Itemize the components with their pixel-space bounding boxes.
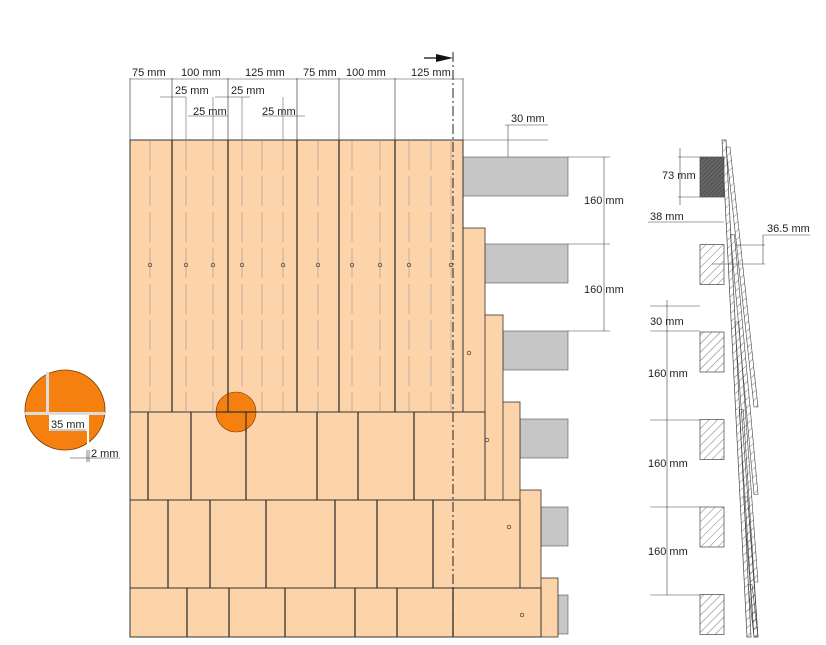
nail (147, 262, 153, 268)
nail (210, 262, 216, 268)
batten-section (699, 244, 725, 285)
shingle-course (129, 587, 542, 638)
shingle-courses (129, 139, 559, 638)
offset-dim-2: 25 mm (231, 85, 265, 97)
top-dim-4: 75 mm (303, 67, 337, 79)
front-spacing-dim-2: 160 mm (584, 284, 624, 296)
detail-gap-dim: 35 mm (51, 419, 85, 431)
top-dim-3: 125 mm (245, 67, 285, 79)
offset-dim-1: 25 mm (175, 85, 209, 97)
shingle-section (747, 584, 759, 638)
offset-dim-3: 25 mm (193, 106, 227, 118)
section-gap-dim: 30 mm (650, 316, 684, 328)
shingle-section (730, 234, 759, 495)
front-gap-dim: 30 mm (511, 113, 545, 125)
top-dim-6: 125 mm (411, 67, 451, 79)
nail (280, 262, 286, 268)
section-spacing-dim-1: 160 mm (648, 368, 688, 380)
nails (147, 140, 525, 618)
top-dim-1: 75 mm (132, 67, 166, 79)
nail (377, 262, 383, 268)
batten-section (699, 331, 725, 373)
batten (557, 594, 569, 635)
shingle-course (129, 411, 486, 501)
side-section (648, 139, 810, 638)
nail (183, 262, 189, 268)
top-dim-5: 100 mm (346, 67, 386, 79)
nail (349, 262, 355, 268)
detail-magnifier (24, 369, 120, 462)
nail (506, 524, 512, 530)
batten-section (699, 594, 725, 635)
nail (466, 350, 472, 356)
section-batten-width-dim: 38 mm (650, 211, 684, 223)
section-overlap-dim: 36.5 mm (767, 223, 810, 235)
battens (462, 156, 569, 635)
nail (484, 437, 490, 443)
nail (315, 262, 321, 268)
batten (519, 418, 569, 459)
nail (406, 262, 412, 268)
section-spacing-dim-3: 160 mm (648, 546, 688, 558)
detail-joint-dim: 2 mm (91, 448, 119, 460)
offset-dim-4: 25 mm (262, 106, 296, 118)
batten-section (699, 419, 725, 460)
batten (462, 156, 569, 197)
batten (502, 330, 569, 371)
batten-section (699, 156, 725, 198)
front-spacing-dim-1: 160 mm (584, 195, 624, 207)
nail (519, 612, 525, 618)
dimension-lines (129, 52, 610, 637)
nail (239, 262, 245, 268)
section-arrow-head (436, 54, 453, 62)
batten-section (699, 506, 725, 548)
section-batten-height-dim: 73 mm (662, 170, 696, 182)
batten (540, 506, 569, 547)
section-spacing-dim-2: 160 mm (648, 458, 688, 470)
top-dim-2: 100 mm (181, 67, 221, 79)
shingle-section (725, 146, 759, 408)
shingle-course (129, 499, 521, 589)
batten (482, 243, 569, 284)
